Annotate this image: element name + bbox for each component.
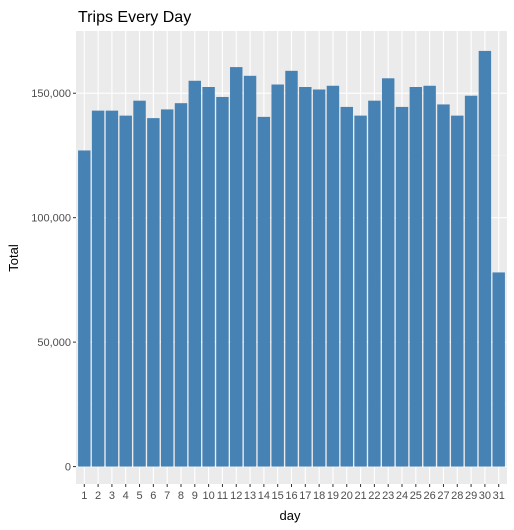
y-tick-label: 50,000 (37, 337, 71, 349)
bars (78, 50, 505, 467)
bar-day-5 (133, 100, 146, 467)
x-tick-label: 3 (109, 490, 115, 502)
x-tick-label: 6 (150, 490, 156, 502)
bar-day-7 (160, 109, 174, 467)
bar-day-13 (243, 75, 257, 467)
x-tick-label: 16 (285, 490, 297, 502)
x-tick-label: 11 (217, 490, 228, 502)
y-axis: 0 50,000 100,000 150,000 (31, 88, 76, 474)
bar-day-12 (230, 67, 243, 467)
bar-day-11 (216, 96, 229, 467)
bar-day-17 (299, 87, 312, 467)
x-tick-label: 23 (382, 490, 394, 502)
bar-day-8 (174, 103, 188, 467)
bar-day-26 (423, 85, 436, 467)
bar-day-22 (368, 100, 381, 467)
x-tick-label: 31 (493, 490, 505, 502)
bar-day-27 (437, 104, 450, 467)
x-tick-label: 25 (410, 490, 422, 502)
x-tick-label: 26 (424, 490, 436, 502)
bar-day-9 (188, 80, 202, 467)
bar-day-23 (381, 78, 395, 467)
bar-day-15 (271, 84, 284, 467)
x-axis-title: day (280, 508, 301, 523)
x-tick-label: 17 (299, 490, 311, 502)
x-axis: 1 2 3 4 5 6 7 8 9 10 11 12 13 14 15 16 17 18 19 20 21 22 23 24 2… (81, 484, 505, 502)
x-tick-label: 19 (327, 490, 339, 502)
x-tick-label: 18 (313, 490, 325, 502)
bar-day-25 (409, 87, 423, 467)
bar-day-1 (78, 150, 91, 467)
x-tick-label: 7 (164, 490, 170, 502)
bar-day-4 (119, 115, 132, 467)
x-tick-label: 14 (258, 490, 270, 502)
x-tick-label: 13 (244, 490, 256, 502)
x-tick-label: 10 (202, 490, 214, 502)
x-tick-label: 12 (230, 490, 242, 502)
x-tick-label: 28 (451, 490, 463, 502)
x-tick-label: 29 (465, 490, 477, 502)
bar-day-14 (257, 116, 271, 467)
x-tick-label: 8 (178, 490, 184, 502)
y-tick-label: 100,000 (31, 213, 71, 225)
bar-day-18 (312, 89, 326, 467)
x-tick-label: 2 (95, 490, 101, 502)
y-tick-label: 0 (65, 462, 71, 474)
x-tick-label: 27 (437, 490, 449, 502)
bar-day-10 (202, 87, 215, 467)
bar-day-30 (478, 50, 492, 467)
bar-day-29 (464, 95, 478, 467)
x-tick-label: 15 (272, 490, 284, 502)
x-tick-label: 9 (192, 490, 198, 502)
bar-day-16 (285, 70, 298, 467)
bar-day-2 (91, 110, 105, 467)
x-tick-label: 21 (354, 490, 366, 502)
bar-day-6 (147, 118, 160, 467)
x-tick-label: 22 (368, 490, 380, 502)
chart-title: Trips Every Day (78, 9, 191, 26)
bar-day-24 (395, 106, 409, 467)
y-axis-title: Total (6, 244, 21, 272)
y-tick-label: 150,000 (31, 88, 71, 100)
x-tick-label: 30 (479, 490, 491, 502)
bar-day-31 (492, 272, 505, 467)
x-tick-label: 5 (136, 490, 142, 502)
x-tick-label: 20 (341, 490, 353, 502)
bar-day-20 (340, 106, 353, 467)
bar-day-21 (354, 115, 367, 467)
bar-day-19 (326, 85, 340, 467)
x-tick-label: 1 (81, 490, 87, 502)
x-tick-label: 24 (396, 490, 408, 502)
bar-day-3 (105, 110, 119, 467)
x-tick-label: 4 (123, 490, 129, 502)
bar-day-28 (451, 115, 464, 467)
